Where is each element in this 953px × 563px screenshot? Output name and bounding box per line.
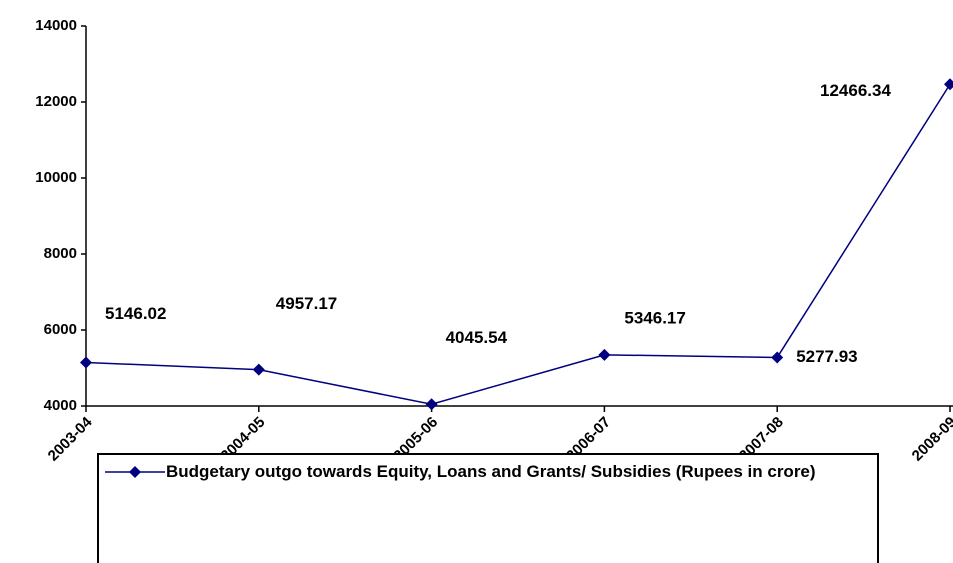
data-point xyxy=(771,351,784,364)
data-point xyxy=(80,356,92,369)
y-tick-label: 4000 xyxy=(44,397,77,414)
legend-swatch xyxy=(105,466,165,478)
legend-label: Budgetary outgo towards Equity, Loans an… xyxy=(166,462,816,481)
y-tick-label: 12000 xyxy=(35,93,77,110)
data-label: 12466.34 xyxy=(820,81,891,100)
data-point xyxy=(252,363,265,376)
x-tick-label: 2008-09 xyxy=(909,414,953,465)
x-tick-label: 2003-04 xyxy=(45,413,96,464)
data-point xyxy=(425,398,438,411)
legend-marker xyxy=(129,466,141,478)
legend: Budgetary outgo towards Equity, Loans an… xyxy=(97,453,879,563)
data-label: 5346.17 xyxy=(624,308,685,327)
data-label: 4045.54 xyxy=(446,328,508,347)
y-tick-label: 6000 xyxy=(44,321,77,338)
series-line xyxy=(85,83,951,406)
data-label: 4957.17 xyxy=(276,294,337,313)
data-point xyxy=(598,348,611,361)
data-label: 5146.02 xyxy=(105,304,166,323)
y-tick-label: 14000 xyxy=(35,17,77,34)
data-label: 5277.93 xyxy=(796,347,857,366)
y-tick-label: 8000 xyxy=(44,245,77,262)
y-tick-label: 10000 xyxy=(35,169,77,186)
data-point xyxy=(944,78,953,91)
